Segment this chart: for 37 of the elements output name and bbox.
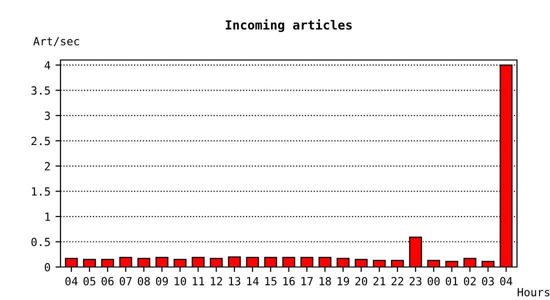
x-tick-label: 07 (120, 276, 132, 286)
chart-title: Incoming articles (226, 19, 352, 32)
y-tick-label: 1.5 (32, 187, 50, 196)
x-tick-label: 11 (192, 277, 204, 286)
y-axis-title: Art/sec (33, 37, 80, 46)
y-tick-label: 2 (44, 162, 50, 170)
x-tick-label: 04 (500, 276, 512, 286)
y-tick-label: 3 (44, 112, 50, 120)
x-tick-label: 06 (102, 276, 114, 286)
y-tick-label: 2.5 (32, 136, 50, 146)
x-tick-label: 23 (410, 276, 422, 286)
x-tick-label: 08 (138, 276, 150, 286)
y-tick-label: 0 (44, 263, 50, 272)
x-tick-label: 02 (464, 276, 476, 286)
x-tick-label: 04 (65, 276, 78, 286)
y-tick-label: 4 (44, 61, 50, 70)
x-tick-label: 16 (283, 276, 295, 286)
y-tick-label: 3.5 (31, 86, 50, 95)
x-tick-label: 00 (428, 276, 440, 286)
x-tick-label: 12 (210, 276, 222, 286)
x-tick-label: 18 (320, 276, 331, 286)
x-tick-label: 10 (174, 276, 186, 286)
x-tick-label: 09 (156, 276, 168, 286)
x-tick-label: 21 (373, 276, 386, 286)
x-tick-label: 03 (482, 276, 494, 286)
x-tick-label: 01 (446, 276, 458, 286)
x-tick-label: 20 (355, 276, 368, 286)
x-tick-label: 22 (392, 276, 404, 286)
y-tick-label: 0.5 (31, 238, 50, 246)
x-tick-label: 13 (229, 276, 240, 286)
y-tick-label: 1 (45, 212, 50, 221)
x-tick-label: 05 (84, 276, 96, 286)
x-tick-label: 14 (247, 277, 259, 286)
x-tick-label: 19 (338, 276, 350, 286)
x-axis-title: Hours (518, 288, 550, 296)
x-tick-label: 17 (302, 277, 313, 286)
x-tick-label: 15 (265, 277, 276, 286)
